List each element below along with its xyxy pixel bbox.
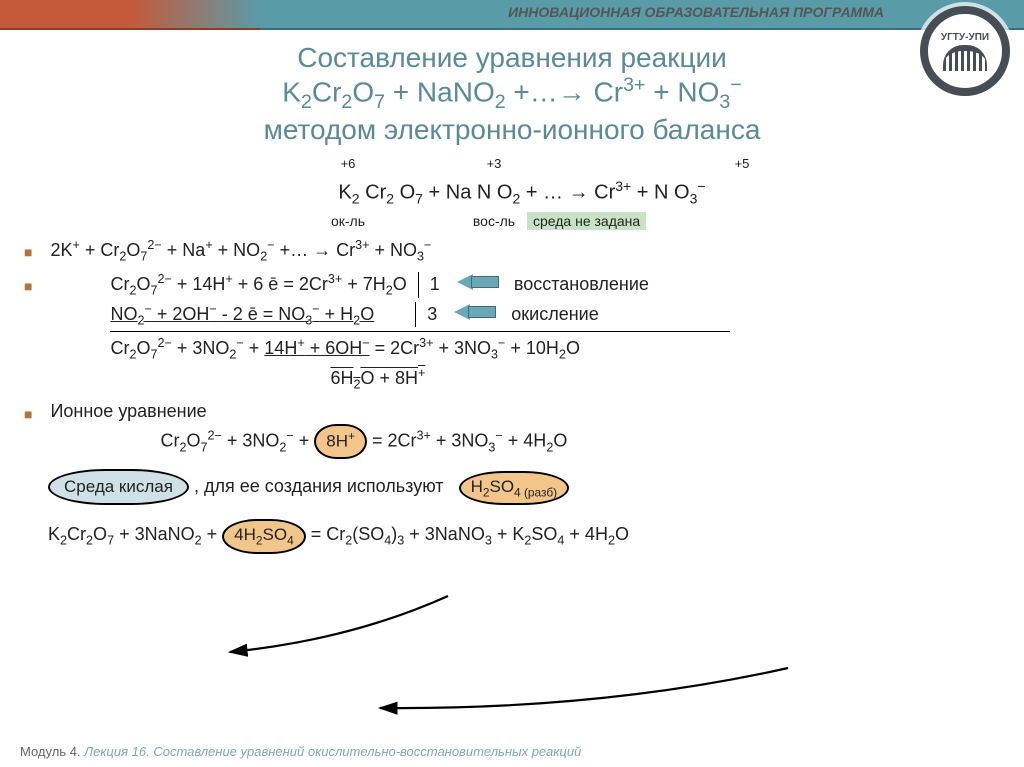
half-reduce: 6H2O + 8H+ — [330, 364, 996, 394]
oxidation-label: окисление — [511, 304, 598, 324]
title-line-2: K2Cr2O7 + NaNO2 +…→ Cr3+ + NO3− — [0, 74, 1024, 113]
master-equation: K2 Cr2 O7 + Na N O2 + … → Cr3+ + N O3− — [277, 175, 767, 210]
ox-n-left: +3 — [471, 154, 517, 175]
oxidation-state-row: +6 +3 +5 K2 Cr2 O7 + Na N O2 + … → Cr3+ … — [48, 154, 996, 232]
ox-state-table: +6 +3 +5 K2 Cr2 O7 + Na N O2 + … → Cr3+ … — [277, 154, 767, 232]
title-line-1: Составление уравнения реакции — [0, 42, 1024, 74]
bullet-half-reactions: ■ Cr2O72− + 14H+ + 6 ē = 2Cr3+ + 7H2O 1 … — [48, 270, 996, 394]
ox-n-right: +5 — [719, 154, 765, 175]
logo-building-icon — [943, 45, 987, 71]
annot-vos: вос-ль — [471, 210, 517, 232]
ionic-equation: Cr2O72− + 3NO2− + 8H+ = 2Cr3+ + 3NO3− + … — [160, 424, 567, 458]
footer: Модуль 4. Лекция 16. Составление уравнен… — [20, 744, 581, 759]
half-reduction-row: Cr2O72− + 14H+ + 6 ē = 2Cr3+ + 7H2O 1 во… — [110, 270, 996, 300]
ox-cr: +6 — [315, 154, 381, 175]
footer-module: Модуль 4. — [20, 744, 84, 759]
env-highlight: среда не задана — [527, 212, 646, 230]
bullet-ionic-dissociation: ■ 2K+ + Cr2O72− + Na+ + NO2− +… → Cr3+ +… — [48, 236, 996, 266]
annot-ok: ок-ль — [315, 210, 381, 232]
final-equation: K2Cr2O7 + 3NaNO2 + 4H2SO4 = Cr2(SO4)3 + … — [48, 519, 996, 554]
reduction-factor: 1 — [430, 274, 440, 294]
ionic-heading: Ионное уравнение — [50, 398, 567, 424]
half-oxidation: NO2− + 2OH− - 2 ē = NO3− + H2O — [110, 304, 374, 324]
ionic-dissociation: 2K+ + Cr2O72− + Na+ + NO2− +… → Cr3+ + N… — [50, 236, 431, 266]
bullet-icon: ■ — [24, 242, 32, 262]
reduction-label: восстановление — [514, 274, 649, 294]
reagent-bubble: H2SO4 (разб) — [459, 471, 570, 506]
bullet-icon: ■ — [24, 276, 32, 296]
half-sum: Cr2O72− + 3NO2− + 14H+ + 6OH− = 2Cr3+ + … — [110, 334, 996, 364]
half-oxidation-row: NO2− + 2OH− - 2 ē = NO3− + H2O 3 окислен… — [110, 300, 996, 330]
arrow-left-icon — [457, 274, 499, 290]
bullet-icon: ■ — [24, 404, 32, 424]
bullet-ionic-equation: ■ Ионное уравнение Cr2O72− + 3NO2− + 8H+… — [48, 398, 996, 458]
env-note-row: Среда кислая , для ее создания использую… — [48, 469, 996, 506]
sum-rule — [110, 331, 730, 332]
header-caption: ИННОВАЦИОННАЯ ОБРАЗОВАТЕЛЬНАЯ ПРОГРАММА — [508, 4, 884, 20]
footer-lecture: Лекция 16. Составление уравнений окислит… — [84, 744, 581, 759]
title-line-3: методом электронно-ионного баланса — [0, 114, 1024, 146]
oxidation-factor: 3 — [427, 304, 437, 324]
arrow-left-icon — [454, 304, 496, 320]
logo-badge: УГТУ-УПИ — [920, 6, 1010, 96]
env-bubble: Среда кислая — [48, 469, 189, 506]
header-accent — [0, 0, 260, 30]
env-tail: , для ее создания используют — [194, 476, 444, 496]
half-reduction: Cr2O72− + 14H+ + 6 ē = 2Cr3+ + 7H2O — [110, 274, 406, 294]
slide-content: +6 +3 +5 K2 Cr2 O7 + Na N O2 + … → Cr3+ … — [0, 146, 1024, 554]
logo-text: УГТУ-УПИ — [941, 32, 989, 43]
